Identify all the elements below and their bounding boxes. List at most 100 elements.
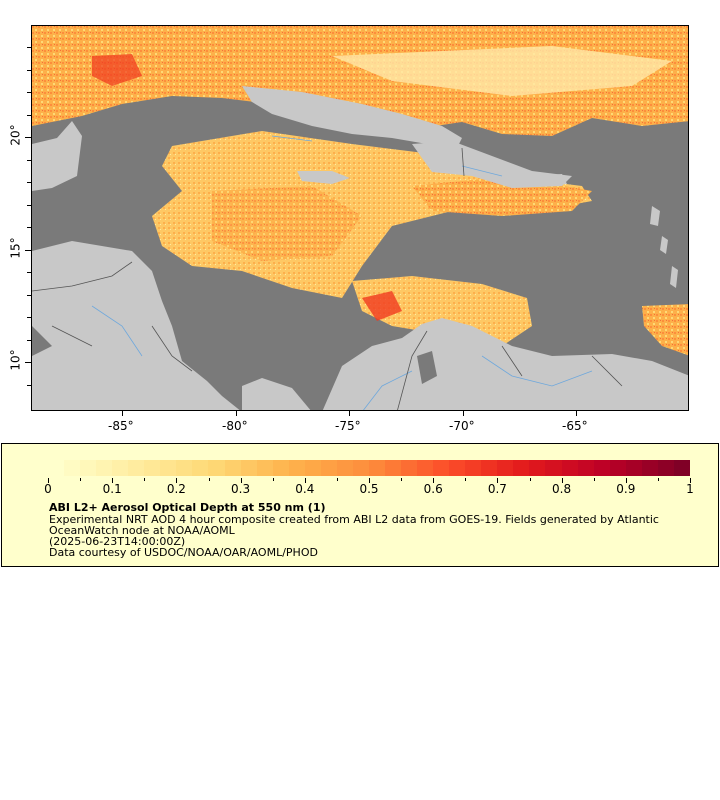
lat-tick-minor [27,340,31,341]
lon-label-70: -70° [449,419,475,433]
land-lesser-antilles [650,206,678,288]
colorbar-swatch [48,460,65,476]
colorbar-tick [593,478,595,481]
colorbar-swatch [609,460,626,476]
lat-label-10: 10° [8,349,23,371]
land-panama [242,378,311,410]
colorbar-tick [433,478,435,483]
land-yucatan [32,121,82,191]
colorbar-label: 0.6 [423,482,443,496]
colorbar [48,460,690,476]
colorbar-swatch [497,460,514,476]
lat-tick [25,362,31,363]
legend-panel: 0 0.1 0.2 0.3 0.4 0.5 0.6 0.7 0.8 0.9 1 ABI L2+ Ae… [1,443,719,567]
colorbar-label: 0.1 [102,482,122,496]
colorbar-swatch [352,460,369,476]
colorbar-swatch [657,460,674,476]
lat-tick-minor [27,205,31,206]
lat-label-15: 15° [8,237,23,259]
lon-label-65: -65° [562,419,588,433]
colorbar-swatch [465,460,482,476]
aerosol-plume-central-2 [212,186,362,261]
colorbar-tick [657,478,659,481]
lon-label-80: -80° [222,419,248,433]
colorbar-tick [240,478,242,483]
colorbar-swatch [240,460,257,476]
colorbar-swatch [144,460,161,476]
colorbar-tick [401,478,403,481]
land-south-america [322,318,688,410]
colorbar-tick [144,478,146,481]
colorbar-tick [369,478,370,483]
map-canvas [32,26,688,410]
lat-tick-minor [27,47,31,48]
colorbar-tick [112,478,114,483]
borders [32,147,623,410]
colorbar-swatch [256,460,273,476]
lat-label-20: 20° [8,124,23,146]
aerosol-hotspot-2 [362,291,402,321]
colorbar-tick [272,478,274,481]
lat-tick-minor [27,317,31,318]
lon-tick [349,411,350,416]
lat-tick-minor [27,160,31,161]
colorbar-swatch [288,460,305,476]
colorbar-tick [529,478,531,481]
legend-description-cont: OceanWatch node at NOAA/AOML [49,524,235,537]
colorbar-label: 0.8 [552,482,572,496]
colorbar-swatch [192,460,209,476]
colorbar-tick [304,478,306,483]
colorbar-swatch [80,460,97,476]
legend-timestamp: (2025-06-23T14:00:00Z) [49,535,186,548]
lat-tick-minor [27,92,31,93]
lon-label-85: -85° [108,419,134,433]
lon-tick [122,411,123,416]
colorbar-label: 0 [44,482,52,496]
lon-tick [576,411,577,416]
land-jamaica [297,171,350,184]
lat-tick-minor [27,70,31,71]
aerosol-plume-south [352,276,532,346]
land-cuba [242,86,462,148]
colorbar-tick [176,478,178,483]
lat-tick [25,250,31,251]
colorbar-tick [690,478,691,483]
lon-tick [236,411,237,416]
colorbar-swatch [625,460,642,476]
colorbar-swatch [401,460,418,476]
colorbar-tick [497,478,499,483]
colorbar-label: 0.5 [359,482,379,496]
colorbar-swatch [593,460,610,476]
lat-tick [25,137,31,138]
colorbar-swatch [368,460,385,476]
lat-tick-minor [27,227,31,228]
colorbar-swatch [384,460,402,476]
colorbar-swatch [673,460,690,476]
colorbar-swatch [449,460,466,476]
colorbar-swatch [128,460,145,476]
land-lake-maracaibo [417,351,437,384]
colorbar-swatch [208,460,225,476]
colorbar-label: 0.2 [166,482,186,496]
aerosol-hotspot-1 [92,54,142,86]
colorbar-swatch [433,460,450,476]
lat-tick-minor [27,272,31,273]
colorbar-swatch [304,460,321,476]
colorbar-tick [48,478,49,483]
colorbar-swatch [64,460,81,476]
lon-tick [463,411,464,416]
colorbar-swatch [96,460,113,476]
colorbar-tick [465,478,467,481]
colorbar-label: 0.3 [231,482,251,496]
colorbar-tick [80,478,82,481]
lat-tick-minor [27,385,31,386]
lon-label-75: -75° [335,419,361,433]
colorbar-label: 0.7 [487,482,507,496]
colorbar-swatch [417,460,434,476]
colorbar-swatch [577,460,594,476]
colorbar-swatch [320,460,337,476]
colorbar-label: 1 [686,482,694,496]
colorbar-swatch [160,460,177,476]
legend-credit: Data courtesy of USDOC/NOAA/OAR/AOML/PHO… [49,546,318,559]
colorbar-tick [561,478,563,483]
